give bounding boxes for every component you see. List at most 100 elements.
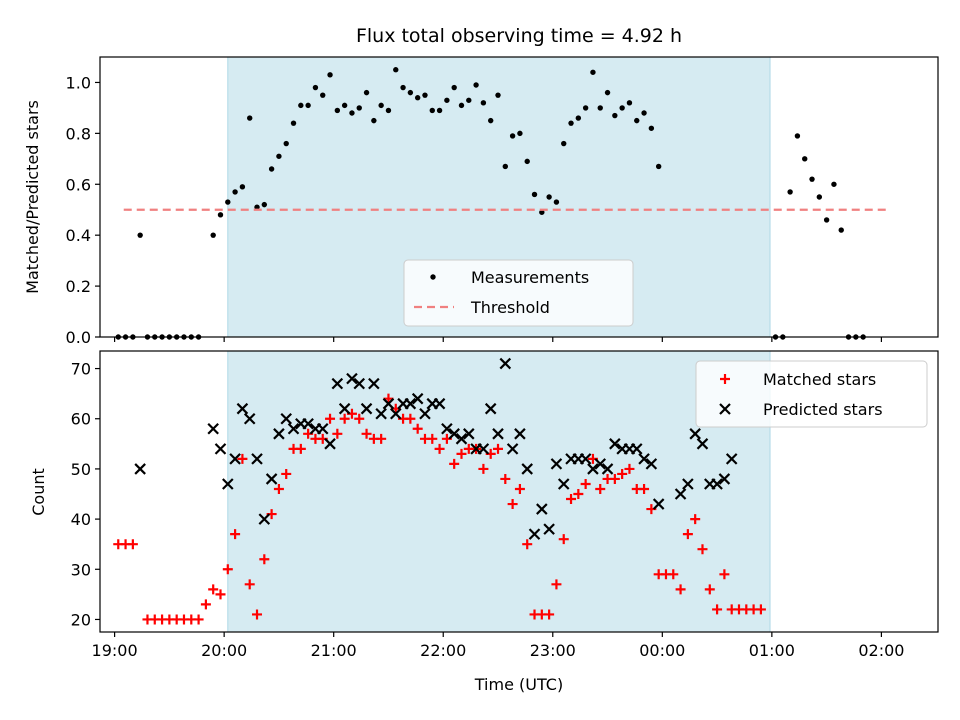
- matched-stars-point: [244, 579, 255, 590]
- measurements-point: [787, 189, 793, 195]
- matched-stars-point: [514, 483, 525, 494]
- matched-stars-point: [755, 604, 766, 615]
- predicted-stars-point: [506, 443, 519, 455]
- predicted-stars-point: [280, 412, 292, 425]
- x-axis-label: Time (UTC): [474, 675, 563, 694]
- measurements-point: [809, 176, 815, 182]
- predicted-stars-point: [448, 428, 460, 440]
- measurements-point: [254, 204, 260, 210]
- predicted-stars-point: [638, 453, 650, 465]
- predicted-stars-point: [368, 377, 380, 390]
- measurements-point: [429, 107, 435, 114]
- measurements-point: [575, 115, 582, 121]
- measurements-point: [794, 133, 801, 139]
- measurements-point: [334, 107, 341, 114]
- measurements-point: [612, 112, 618, 119]
- y-tick-label: 0.8: [66, 124, 91, 143]
- predicted-stars-point: [645, 458, 658, 470]
- matched-stars-point: [222, 564, 233, 575]
- measurements-point: [561, 140, 567, 147]
- y-tick-label: 60: [71, 410, 91, 429]
- x-tick-label: 21:00: [311, 641, 357, 660]
- predicted-stars-point: [463, 428, 475, 440]
- predicted-stars-point: [484, 402, 497, 415]
- measurements-point: [349, 110, 355, 116]
- predicted-stars-point: [243, 412, 256, 425]
- y-tick-label: 0.0: [66, 328, 91, 347]
- matched-stars-point: [383, 393, 394, 404]
- bottom-panel: 19:00 20:00 21:00 22:00 23:00 00:00 01:00 02:00…: [29, 350, 939, 694]
- predicted-stars-point: [536, 503, 548, 515]
- x-tick-label: 22:00: [420, 641, 466, 660]
- measurements-point: [210, 232, 216, 238]
- matched-stars-point: [668, 569, 679, 580]
- matched-stars-point: [507, 499, 518, 510]
- matched-stars-point: [215, 589, 226, 600]
- predicted-stars-point: [711, 478, 723, 490]
- y-tick-label: 30: [71, 560, 91, 579]
- measurements-point: [298, 102, 304, 109]
- x-tick-label: 02:00: [858, 641, 904, 660]
- y-tick-label: 70: [71, 360, 91, 379]
- matched-stars-point: [281, 468, 292, 479]
- predicted-stars-point: [375, 407, 387, 420]
- predicted-stars-point: [514, 428, 526, 440]
- predicted-stars-point: [214, 443, 227, 455]
- predicted-stars-point: [550, 458, 563, 470]
- matched-stars-point: [522, 539, 533, 550]
- measurements-point: [553, 199, 560, 205]
- predicted-stars-point: [331, 377, 344, 390]
- matched-stars-point: [295, 443, 306, 454]
- measurements-point: [356, 105, 362, 111]
- legend-predicted-marker: [719, 403, 731, 415]
- legend-threshold-label: Threshold: [470, 298, 550, 317]
- measurements-point: [400, 84, 406, 91]
- measurements-point: [619, 105, 625, 111]
- measurements-point: [648, 125, 655, 131]
- matched-stars-point: [354, 413, 365, 424]
- measurements-point: [823, 217, 830, 223]
- matched-stars-point: [478, 463, 489, 474]
- legend-box: [695, 360, 928, 428]
- measurements-point: [466, 97, 472, 103]
- measurements-point: [495, 92, 501, 98]
- predicted-stars-point: [353, 377, 366, 390]
- predicted-stars-point: [382, 397, 395, 410]
- x-tick-label: 23:00: [530, 641, 576, 660]
- predicted-stars-point: [324, 438, 336, 450]
- matched-stars-point: [456, 448, 467, 459]
- predicted-stars-point: [346, 372, 358, 385]
- measurements-point: [261, 201, 268, 208]
- predicted-stars-point: [389, 407, 402, 420]
- predicted-stars-point: [455, 433, 468, 445]
- matched-stars-point: [208, 584, 219, 595]
- matched-stars-point: [675, 584, 686, 595]
- matched-stars-point: [639, 483, 650, 494]
- predicted-stars-point: [316, 422, 329, 435]
- matched-stars-point: [434, 443, 445, 454]
- measurements-point: [590, 69, 596, 75]
- bottom-y-axis-label: Count: [29, 468, 48, 516]
- predicted-stars-point: [492, 428, 504, 440]
- measurements-point: [436, 107, 443, 114]
- predicted-stars-point: [287, 422, 300, 435]
- measurements-point: [393, 67, 399, 73]
- predicted-stars-point: [265, 473, 278, 485]
- predicted-stars-point: [579, 453, 592, 465]
- matched-stars-point: [712, 604, 723, 615]
- measurements-point: [831, 181, 837, 187]
- predicted-stars-point: [601, 463, 614, 475]
- measurements-point: [320, 92, 326, 98]
- measurements-point: [385, 107, 392, 114]
- measurements-point: [502, 163, 509, 170]
- y-tick-label: 40: [71, 510, 91, 529]
- matched-stars-point: [361, 428, 372, 439]
- top-legend: Measurements Threshold: [403, 259, 634, 327]
- measurements-point: [531, 191, 538, 198]
- measurements-point: [626, 100, 633, 106]
- measurements-point: [312, 84, 319, 91]
- predicted-stars-point: [696, 438, 709, 450]
- predicted-stars-point: [433, 397, 446, 410]
- predicted-stars-point: [229, 453, 241, 465]
- bottom-legend: Matched stars Predicted stars: [695, 360, 928, 428]
